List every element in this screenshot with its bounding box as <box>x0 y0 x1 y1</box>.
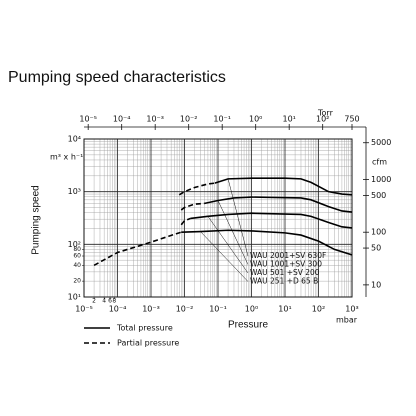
x2-tick-label: 10¹ <box>282 115 295 124</box>
total-pressure-line <box>204 196 353 213</box>
y-tick-label: 10¹ <box>68 293 81 302</box>
x-tick-label: 10¹ <box>278 305 291 314</box>
leader-line <box>200 231 249 282</box>
leader-line <box>207 216 249 274</box>
total-pressure-line <box>214 177 353 196</box>
x-tick-label: 10⁻¹ <box>209 305 227 314</box>
x2-unit: Torr <box>317 109 334 118</box>
y-minor-tick-label: 40 <box>73 262 81 269</box>
y2-tick-label: 100 <box>371 228 386 237</box>
y-tick-label: 10² <box>68 240 81 249</box>
y-minor-tick-label: 80 <box>73 246 81 253</box>
partial-pressure-line <box>180 202 205 211</box>
partial-pressure-line <box>180 217 191 226</box>
x-minor-tick-label: 4 <box>102 298 106 305</box>
x-minor-tick-label: 8 <box>112 298 116 305</box>
y2-tick-label: 10 <box>371 280 381 289</box>
x2-tick-label: 10⁻³ <box>146 115 164 124</box>
x-minor-tick-label: 6 <box>108 298 112 305</box>
x-tick-label: 10² <box>312 305 325 314</box>
series-label: WAU 501 +SV 200 <box>250 268 320 277</box>
legend-dashed-label: Partial pressure <box>117 339 179 348</box>
x-axis-label: Pressure <box>228 320 268 331</box>
chart-title: Pumping speed characteristics <box>8 69 226 86</box>
y-axis-label: Pumping speed <box>31 185 42 255</box>
x-minor-tick-label: 2 <box>92 298 96 305</box>
series-label: WAU 1001+SV 300 <box>250 260 322 269</box>
partial-pressure-line <box>178 182 215 196</box>
y-tick-label: 10³ <box>68 187 81 196</box>
leader-line <box>217 200 249 265</box>
x-tick-label: 10⁻⁵ <box>75 305 93 314</box>
x2-tick-label: 10⁻² <box>180 115 198 124</box>
x2-tick-label: 750 <box>344 115 359 124</box>
legend-solid-label: Total pressure <box>116 324 173 333</box>
x2-tick-label: 10² <box>316 115 329 124</box>
x-tick-label: 10⁻² <box>176 305 194 314</box>
x-unit: mbar <box>336 316 358 325</box>
series-label: WAU 2001+SV 630F <box>250 251 326 260</box>
y2-tick-label: 5000 <box>371 138 391 147</box>
y-minor-tick-label: 60 <box>73 253 81 260</box>
y-unit: m³ x h⁻¹ <box>50 153 83 162</box>
x-tick-label: 10⁻³ <box>142 305 160 314</box>
y2-tick-label: 1000 <box>371 175 391 184</box>
x2-tick-label: 10⁻⁵ <box>79 115 97 124</box>
y2-tick-label: 50 <box>371 244 381 253</box>
x2-tick-label: 10⁰ <box>249 115 262 124</box>
x2-tick-label: 10⁻⁴ <box>113 115 131 124</box>
y2-tick-label: 500 <box>371 191 386 200</box>
x-tick-label: 10⁻⁴ <box>109 305 127 314</box>
x-tick-label: 10³ <box>345 305 358 314</box>
plot-frame <box>83 138 353 298</box>
leader-line <box>227 178 249 257</box>
y2-unit: cfm <box>372 158 387 167</box>
y-minor-tick-label: 20 <box>73 278 81 285</box>
y-tick-label: 10⁴ <box>68 135 81 144</box>
total-pressure-line <box>190 212 353 229</box>
x2-tick-label: 10⁻¹ <box>213 115 231 124</box>
total-pressure-line <box>181 229 353 256</box>
series-label: WAU 251 +D 65 B <box>250 277 318 286</box>
x-tick-label: 10⁰ <box>245 305 258 314</box>
partial-pressure-line <box>93 231 182 266</box>
